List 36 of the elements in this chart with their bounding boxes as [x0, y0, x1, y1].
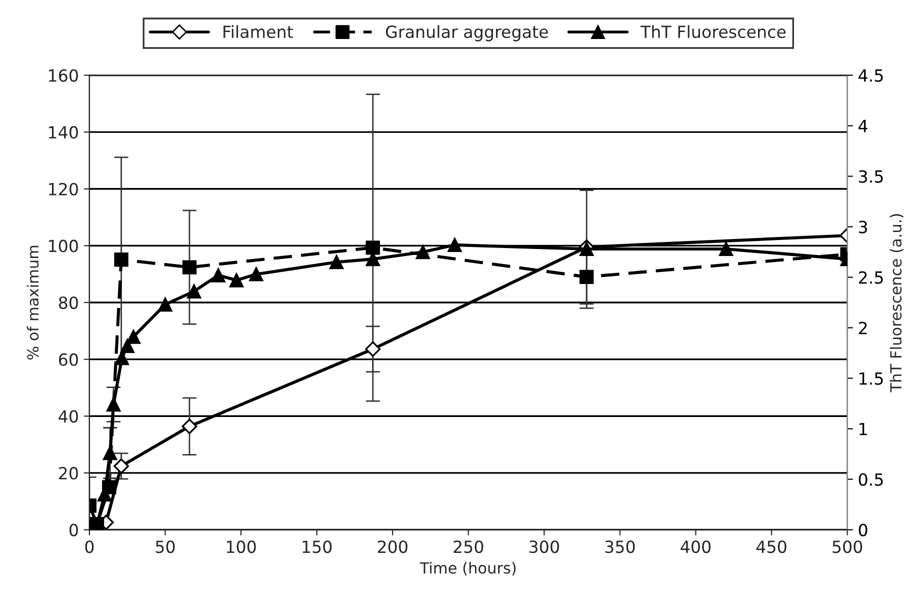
y2-tick-label: 1.5: [860, 372, 883, 385]
x-tick-label: 200: [378, 540, 408, 554]
y2-tick-label: 1: [860, 422, 867, 436]
x-tick-label: 100: [226, 540, 256, 554]
y-tick-label: 0: [70, 524, 78, 536]
y2-tick-label: 0.5: [858, 473, 883, 486]
y-tick-label: 160: [49, 69, 78, 82]
y-tick-label: 80: [58, 296, 78, 310]
y-tick-label: 120: [49, 182, 78, 196]
x-tick-label: 450: [756, 540, 786, 554]
y2-tick-label: 2: [858, 322, 867, 334]
x-tick-label: 500: [832, 540, 862, 554]
y2-tick-label: 2.5: [858, 271, 883, 284]
legend-label: Granular aggregate: [386, 25, 548, 42]
x-tick-label: 50: [156, 540, 175, 554]
y-axis-title: % of maximum: [26, 246, 39, 360]
y2-axis-title: ThT Fluorescence (a.u.): [890, 214, 904, 392]
x-tick-label: 350: [605, 540, 635, 554]
y-tick-label: 140: [49, 126, 78, 139]
x-axis-title: Time (hours): [420, 562, 516, 576]
x-tick-label: 0: [85, 540, 94, 554]
legend-label: Filament: [224, 25, 293, 38]
y2-tick-label: 4.5: [858, 69, 883, 82]
y-tick-label: 20: [59, 466, 78, 480]
x-tick-label: 250: [454, 540, 484, 554]
y2-tick-label: 3: [859, 220, 868, 234]
y-tick-label: 60: [58, 353, 78, 366]
x-tick-label: 150: [302, 540, 332, 554]
legend-label: ThT Fluorescence: [640, 25, 786, 38]
x-tick-label: 400: [680, 540, 711, 554]
y2-tick-label: 3.5: [859, 170, 883, 183]
y-tick-label: 100: [49, 240, 78, 252]
y-tick-label: 40: [58, 410, 78, 423]
y2-tick-label: 4: [858, 120, 868, 132]
y2-tick-label: 0: [858, 524, 868, 536]
x-tick-label: 300: [530, 540, 559, 554]
